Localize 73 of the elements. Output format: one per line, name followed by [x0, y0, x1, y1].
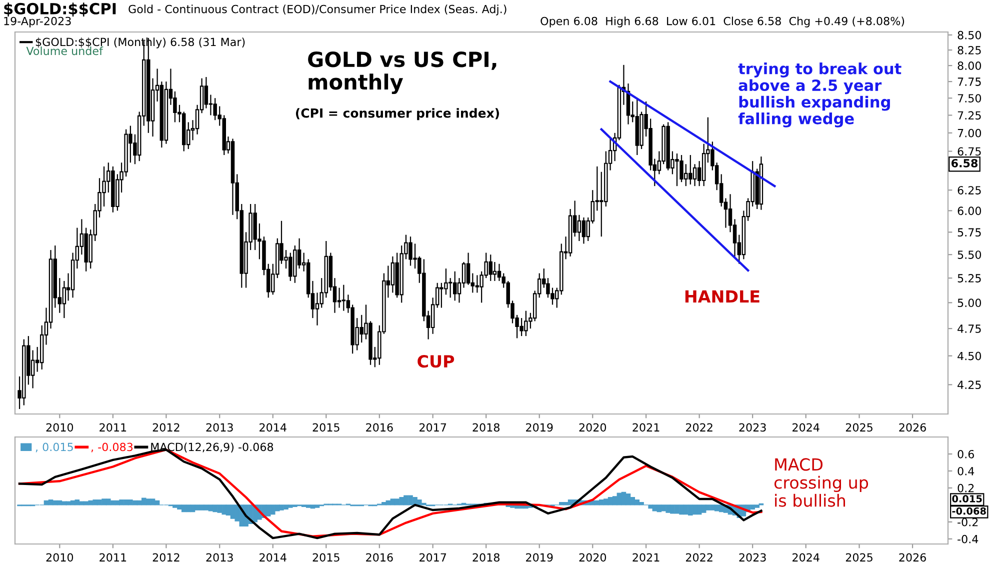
- x-tick-label: 2017: [420, 423, 446, 432]
- x-tick-label: 2022: [686, 423, 712, 432]
- y-tick-label: 4.50: [958, 352, 982, 360]
- x-tick-label: 2014: [260, 423, 286, 432]
- x-tick-label: 2012: [152, 553, 180, 562]
- x-tick-label: 2010: [46, 553, 74, 562]
- y-tick-label: -0.2: [958, 518, 978, 526]
- y-tick-label: 5.00: [958, 298, 982, 308]
- annotation: HANDLE: [685, 290, 760, 302]
- x-tick-label: 2021: [632, 423, 660, 432]
- x-tick-label: 2015: [312, 553, 340, 562]
- y-tick-label: -0.4: [958, 534, 978, 544]
- x-tick-label: 2016: [366, 423, 393, 432]
- y-tick-label: 6.00: [958, 206, 982, 216]
- x-tick-label: 2011: [100, 423, 126, 432]
- x-tick-label: 2019: [526, 423, 553, 432]
- annotation: trying to break out above a 2.5 year bullish expanding falling wedge: [738, 62, 902, 128]
- x-tick-label: 2019: [526, 553, 553, 562]
- x-tick-label: 2024: [792, 553, 820, 562]
- y-tick-label: 7.00: [958, 128, 982, 138]
- annotation: Volume undef: [26, 46, 104, 56]
- chart-title: $GOLD:$$CPI: [4, 2, 116, 16]
- x-tick-label: 2023: [739, 423, 766, 432]
- annotation: 6.58: [951, 158, 978, 168]
- y-tick-label: 7.75: [958, 78, 981, 86]
- y-tick-label: 7.50: [958, 94, 982, 102]
- x-tick-label: 2013: [206, 553, 233, 562]
- x-tick-label: 2016: [366, 553, 393, 562]
- y-tick-label: 4.75: [958, 324, 981, 333]
- x-tick-label: 2018: [472, 553, 500, 562]
- x-tick-label: 2018: [472, 423, 500, 432]
- x-tick-label: 2021: [632, 553, 660, 562]
- x-tick-label: 2025: [846, 423, 872, 432]
- y-tick-label: 5.50: [958, 250, 982, 259]
- x-tick-label: 2010: [46, 423, 74, 432]
- legend-label: , 0.015: [36, 442, 73, 452]
- y-tick-label: 6.25: [958, 186, 981, 194]
- x-tick-label: 2012: [152, 423, 180, 432]
- y-tick-label: 5.75: [958, 228, 981, 237]
- chart-subtitle: Gold - Continuous Contract (EOD)/Consumer Price Index (Seas. Adj.): [128, 4, 506, 16]
- y-tick-label: 4.25: [958, 380, 981, 390]
- text: 0.015: [952, 495, 982, 502]
- y-tick-label: 5.25: [958, 274, 981, 282]
- x-tick-label: 2026: [899, 553, 926, 562]
- y-tick-label: 0.4: [958, 466, 974, 476]
- x-tick-label: 2011: [100, 553, 126, 562]
- x-tick-label: 2017: [420, 553, 446, 562]
- x-tick-label: 2015: [312, 423, 340, 432]
- text: Open 6.08 High 6.68 Low 6.01 Close 6.58 Chg +0.49 (+8.08%): [540, 16, 904, 28]
- x-tick-label: 2024: [792, 423, 820, 432]
- legend-label: MACD(12,26,9) -0.068: [151, 442, 274, 452]
- x-tick-label: 2014: [260, 553, 286, 562]
- annotation: GOLD vs US CPI, monthly: [308, 51, 496, 94]
- x-tick-label: 2026: [899, 423, 926, 432]
- annotation: (CPI = consumer price index): [296, 108, 499, 120]
- annotation: MACD crossing up is bullish: [774, 458, 868, 507]
- x-tick-label: 2025: [846, 553, 872, 562]
- text: 19-Apr-2023: [4, 16, 71, 28]
- annotation: CUP: [418, 355, 454, 368]
- x-tick-label: 2013: [206, 423, 233, 432]
- y-tick-label: 6.75: [958, 147, 981, 156]
- y-tick-label: 8.00: [958, 62, 982, 70]
- x-tick-label: 2020: [579, 553, 606, 562]
- y-tick-label: 7.25: [958, 111, 981, 120]
- x-tick-label: 2020: [579, 423, 606, 432]
- legend-label: , -0.083: [91, 442, 133, 452]
- x-tick-label: 2022: [686, 553, 712, 562]
- y-tick-label: 0.6: [958, 450, 974, 458]
- x-tick-label: 2023: [739, 553, 766, 562]
- y-tick-label: 8.25: [958, 46, 981, 54]
- text: -0.068: [952, 507, 986, 515]
- y-tick-label: 0.2: [958, 484, 974, 492]
- y-tick-label: 8.50: [958, 30, 982, 40]
